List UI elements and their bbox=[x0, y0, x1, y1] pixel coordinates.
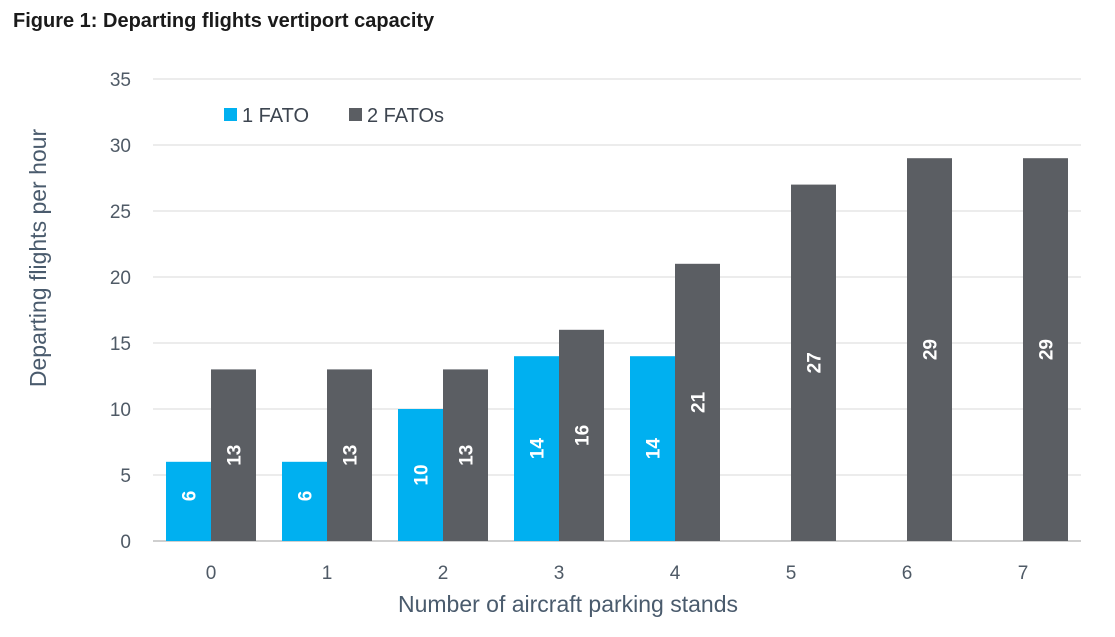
y-axis-title: Departing flights per hour bbox=[25, 129, 51, 388]
bar-2-fatos-4 bbox=[675, 263, 720, 541]
bar-2-fatos-5 bbox=[791, 184, 836, 541]
bar-2-fatos-1 bbox=[327, 369, 372, 541]
legend-label: 2 FATOs bbox=[367, 105, 444, 127]
x-tick-label: 1 bbox=[322, 563, 333, 584]
data-label: 10 bbox=[412, 464, 433, 485]
y-tick-label: 30 bbox=[110, 136, 131, 157]
x-tick-label: 7 bbox=[1018, 563, 1029, 584]
legend-swatch bbox=[349, 108, 362, 121]
bar-2-fatos-6 bbox=[907, 158, 952, 541]
data-label: 29 bbox=[1037, 339, 1058, 360]
legend: 1 FATO 2 FATOs bbox=[224, 105, 444, 127]
bar-1-fato-1 bbox=[282, 461, 327, 541]
y-tick-label: 10 bbox=[110, 400, 131, 421]
legend-label: 1 FATO bbox=[242, 105, 309, 127]
x-tick-label: 0 bbox=[206, 563, 217, 584]
y-tick-label: 35 bbox=[110, 70, 131, 91]
data-label: 14 bbox=[644, 438, 665, 460]
bar-2-fatos-2 bbox=[443, 369, 488, 541]
x-tick-label: 5 bbox=[786, 563, 797, 584]
y-tick-label: 25 bbox=[110, 202, 131, 223]
legend-swatch bbox=[224, 108, 237, 121]
x-axis-ticks: 0 1 2 3 4 5 6 7 bbox=[206, 563, 1029, 584]
bar-2-fatos-0 bbox=[211, 369, 256, 541]
y-tick-label: 15 bbox=[110, 334, 131, 355]
data-label: 13 bbox=[225, 445, 246, 466]
data-label: 6 bbox=[180, 491, 201, 502]
data-label: 21 bbox=[689, 391, 710, 413]
y-tick-label: 0 bbox=[120, 532, 131, 553]
x-axis-title: Number of aircraft parking stands bbox=[398, 591, 738, 617]
bar-1-fato-0 bbox=[166, 461, 211, 541]
data-labels: 6 13 6 13 10 13 14 16 14 21 27 29 29 bbox=[180, 339, 1058, 501]
data-label: 13 bbox=[457, 445, 478, 466]
data-label: 13 bbox=[341, 445, 362, 466]
bar-1-fato-4 bbox=[630, 356, 675, 541]
x-tick-label: 6 bbox=[902, 563, 913, 584]
bar-2-fatos-3 bbox=[559, 329, 604, 541]
data-label: 27 bbox=[805, 352, 826, 373]
x-tick-label: 3 bbox=[554, 563, 565, 584]
y-tick-label: 5 bbox=[120, 466, 131, 487]
y-axis-ticks: 0 5 10 15 20 25 30 35 bbox=[110, 70, 131, 553]
x-tick-label: 4 bbox=[670, 563, 681, 584]
figure-title: Figure 1: Departing flights vertiport ca… bbox=[13, 10, 435, 32]
bars bbox=[166, 158, 1068, 541]
bar-2-fatos-7 bbox=[1023, 158, 1068, 541]
data-label: 16 bbox=[573, 425, 594, 446]
data-label: 29 bbox=[921, 339, 942, 360]
x-tick-label: 2 bbox=[438, 563, 449, 584]
data-label: 6 bbox=[296, 491, 317, 502]
y-tick-label: 20 bbox=[110, 268, 131, 289]
bar-1-fato-3 bbox=[514, 356, 559, 541]
bar-1-fato-2 bbox=[398, 409, 443, 541]
data-label: 14 bbox=[528, 438, 549, 460]
